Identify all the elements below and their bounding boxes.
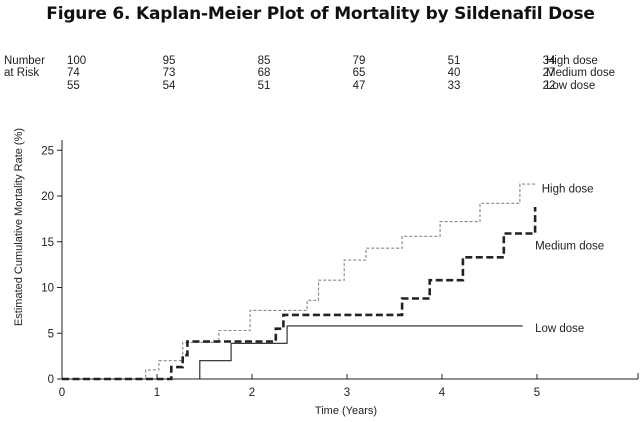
y-axis-label: Estimated Cumulative Mortality Rate (%) <box>13 128 25 326</box>
y-tick-label-15: 15 <box>41 237 54 249</box>
risk-table-label-line1: Number <box>4 55 45 67</box>
risk-value-low-dose-5: 22 <box>543 80 556 92</box>
y-tick-label-20: 20 <box>41 191 54 203</box>
risk-value-high-dose-1: 95 <box>163 55 176 67</box>
y-tick-label-10: 10 <box>41 283 54 295</box>
risk-value-low-dose-0: 55 <box>67 80 80 92</box>
risk-value-high-dose-2: 85 <box>258 55 271 67</box>
risk-row-label-high-dose: High dose <box>546 55 598 67</box>
x-tick-label-5: 5 <box>534 387 540 399</box>
risk-table-label-line2: at Risk <box>4 67 39 79</box>
x-axis-label: Time (Years) <box>315 405 377 417</box>
risk-row-label-low-dose: Low dose <box>546 80 595 92</box>
series-label-medium-dose: Medium dose <box>535 240 604 252</box>
y-tick-label-25: 25 <box>41 145 54 157</box>
x-tick-label-3: 3 <box>344 387 350 399</box>
risk-value-high-dose-4: 51 <box>448 55 461 67</box>
risk-value-low-dose-3: 47 <box>353 80 366 92</box>
risk-value-medium-dose-4: 40 <box>448 67 461 79</box>
series-line-low-dose <box>62 325 523 380</box>
series-layer: High dose Medium dose Low dose <box>62 183 604 381</box>
chart-title: Figure 6. Kaplan-Meier Plot of Mortality… <box>46 4 595 24</box>
series-line-medium-dose <box>62 207 537 381</box>
risk-value-low-dose-2: 51 <box>258 80 271 92</box>
risk-value-medium-dose-0: 74 <box>67 67 80 79</box>
series-label-low-dose: Low dose <box>535 323 584 335</box>
series-label-high-dose: High dose <box>542 184 594 196</box>
risk-value-low-dose-4: 33 <box>448 80 461 92</box>
risk-value-high-dose-0: 100 <box>67 55 86 67</box>
risk-value-medium-dose-2: 68 <box>258 67 271 79</box>
risk-value-medium-dose-3: 65 <box>353 67 366 79</box>
y-tick-label-0: 0 <box>48 374 54 386</box>
risk-value-medium-dose-1: 73 <box>163 67 176 79</box>
risk-value-high-dose-5: 34 <box>543 55 556 67</box>
series-line-high-dose <box>62 183 537 380</box>
risk-value-high-dose-3: 79 <box>353 55 366 67</box>
x-tick-label-0: 0 <box>59 387 65 399</box>
y-tick-label-5: 5 <box>48 328 54 340</box>
risk-value-low-dose-1: 54 <box>163 80 176 92</box>
risk-row-label-medium-dose: Medium dose <box>546 67 615 79</box>
x-tick-label-4: 4 <box>439 387 446 399</box>
risk-value-medium-dose-5: 27 <box>543 67 556 79</box>
x-tick-label-2: 2 <box>249 387 255 399</box>
x-tick-label-1: 1 <box>154 387 160 399</box>
axes: 0 5 10 15 20 25 0 1 2 3 4 5 <box>41 140 639 399</box>
